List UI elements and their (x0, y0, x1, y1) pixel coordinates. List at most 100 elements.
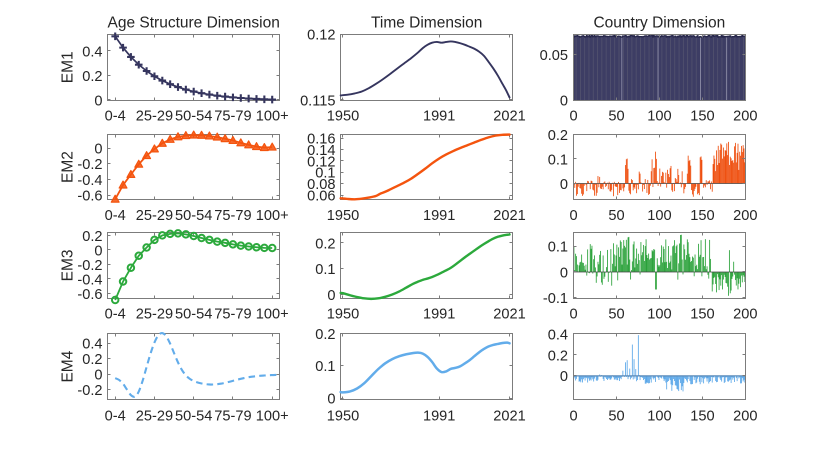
svg-text:Age Structure Dimension: Age Structure Dimension (108, 14, 280, 31)
svg-text:0.2: 0.2 (82, 229, 102, 245)
svg-text:EM3: EM3 (60, 249, 77, 281)
svg-text:0: 0 (569, 307, 577, 323)
svg-text:50: 50 (608, 307, 624, 323)
svg-text:-0.6: -0.6 (77, 287, 102, 303)
svg-text:1950: 1950 (327, 408, 359, 424)
svg-text:0.4: 0.4 (82, 44, 102, 60)
svg-text:100+: 100+ (256, 307, 289, 323)
svg-text:EM2: EM2 (60, 151, 77, 183)
svg-text:-0.6: -0.6 (77, 189, 102, 205)
svg-text:0.1: 0.1 (548, 152, 568, 168)
svg-text:25-29: 25-29 (136, 307, 173, 323)
svg-text:150: 150 (690, 109, 714, 125)
svg-text:EM4: EM4 (60, 350, 77, 382)
svg-text:0.4: 0.4 (82, 337, 102, 353)
svg-text:0.2: 0.2 (82, 69, 102, 85)
svg-text:150: 150 (690, 307, 714, 323)
svg-text:0: 0 (94, 243, 102, 259)
svg-text:1991: 1991 (423, 408, 455, 424)
svg-text:0: 0 (569, 208, 577, 224)
svg-text:0.16: 0.16 (307, 132, 335, 148)
svg-text:0.2: 0.2 (548, 128, 568, 144)
svg-text:1991: 1991 (423, 208, 455, 224)
svg-text:0.1: 0.1 (315, 359, 335, 375)
svg-text:50: 50 (608, 208, 624, 224)
svg-text:200: 200 (733, 307, 757, 323)
svg-text:100: 100 (647, 109, 671, 125)
svg-text:25-29: 25-29 (136, 408, 173, 424)
svg-text:Country Dimension: Country Dimension (593, 14, 725, 31)
svg-text:0: 0 (327, 392, 335, 408)
svg-text:0.2: 0.2 (315, 236, 335, 252)
svg-text:0.14: 0.14 (307, 143, 335, 159)
svg-text:0.1: 0.1 (315, 166, 335, 182)
svg-text:75-79: 75-79 (214, 208, 251, 224)
svg-text:0.06: 0.06 (307, 189, 335, 205)
svg-text:0: 0 (94, 368, 102, 384)
svg-text:-0.4: -0.4 (77, 272, 102, 288)
svg-text:50-54: 50-54 (175, 208, 212, 224)
svg-text:1991: 1991 (423, 307, 455, 323)
svg-text:75-79: 75-79 (214, 307, 251, 323)
svg-text:0.12: 0.12 (307, 28, 335, 44)
svg-text:0-4: 0-4 (105, 208, 126, 224)
svg-text:0.08: 0.08 (307, 177, 335, 193)
svg-text:0.2: 0.2 (315, 327, 335, 343)
svg-text:75-79: 75-79 (214, 408, 251, 424)
svg-text:25-29: 25-29 (136, 208, 173, 224)
svg-text:0.1: 0.1 (548, 240, 568, 256)
svg-text:0.115: 0.115 (300, 93, 335, 109)
svg-text:0: 0 (569, 408, 577, 424)
svg-text:1991: 1991 (423, 109, 455, 125)
svg-text:50-54: 50-54 (175, 307, 212, 323)
svg-text:50-54: 50-54 (175, 408, 212, 424)
svg-text:100+: 100+ (256, 208, 289, 224)
svg-text:0: 0 (569, 109, 577, 125)
svg-text:100+: 100+ (256, 408, 289, 424)
svg-text:0: 0 (94, 93, 102, 109)
svg-text:-0.2: -0.2 (77, 258, 102, 274)
svg-text:1950: 1950 (327, 208, 359, 224)
svg-text:0: 0 (560, 177, 568, 193)
svg-text:Time Dimension: Time Dimension (371, 14, 482, 31)
svg-text:150: 150 (690, 208, 714, 224)
svg-text:0: 0 (94, 142, 102, 158)
svg-text:0: 0 (560, 94, 568, 110)
svg-text:200: 200 (733, 109, 757, 125)
svg-text:EM1: EM1 (60, 51, 77, 83)
svg-text:0.05: 0.05 (540, 48, 568, 64)
svg-text:-0.1: -0.1 (543, 291, 568, 307)
svg-text:0-4: 0-4 (105, 307, 126, 323)
svg-text:-0.4: -0.4 (77, 173, 102, 189)
svg-text:50-54: 50-54 (175, 109, 212, 125)
svg-text:0: 0 (560, 265, 568, 281)
svg-text:100+: 100+ (256, 109, 289, 125)
svg-text:2021: 2021 (493, 408, 525, 424)
svg-text:0.12: 0.12 (307, 154, 335, 170)
svg-text:2021: 2021 (493, 109, 525, 125)
svg-text:100: 100 (647, 208, 671, 224)
svg-text:2021: 2021 (493, 307, 525, 323)
svg-text:25-29: 25-29 (136, 109, 173, 125)
svg-text:50: 50 (608, 408, 624, 424)
svg-text:0.2: 0.2 (548, 348, 568, 364)
svg-text:75-79: 75-79 (214, 109, 251, 125)
svg-text:-0.2: -0.2 (77, 157, 102, 173)
svg-text:200: 200 (733, 208, 757, 224)
svg-text:0.4: 0.4 (548, 327, 568, 343)
svg-text:50: 50 (608, 109, 624, 125)
svg-text:200: 200 (733, 408, 757, 424)
svg-text:1950: 1950 (327, 109, 359, 125)
svg-text:100: 100 (647, 408, 671, 424)
svg-text:-0.2: -0.2 (77, 383, 102, 399)
svg-text:0: 0 (327, 288, 335, 304)
svg-text:150: 150 (690, 408, 714, 424)
svg-text:1950: 1950 (327, 307, 359, 323)
svg-text:2021: 2021 (493, 208, 525, 224)
svg-text:0-4: 0-4 (105, 408, 126, 424)
svg-text:0: 0 (560, 369, 568, 385)
svg-text:100: 100 (647, 307, 671, 323)
svg-text:0-4: 0-4 (105, 109, 126, 125)
svg-text:0.2: 0.2 (82, 352, 102, 368)
svg-text:0.1: 0.1 (315, 262, 335, 278)
